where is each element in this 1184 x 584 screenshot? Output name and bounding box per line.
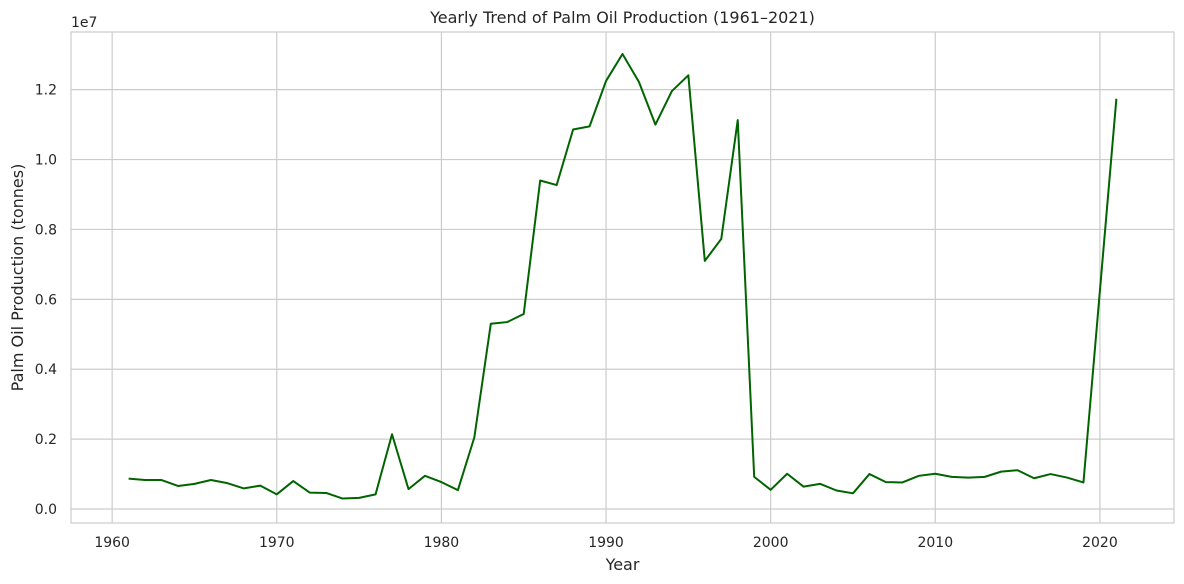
x-tick-label: 1980 xyxy=(424,535,460,551)
x-axis-label: Year xyxy=(605,555,640,574)
y-axis-ticks: 0.0 0.2 0.4 0.6 0.8 1.0 1.2 xyxy=(35,83,57,518)
y-tick-label: 0.2 xyxy=(35,432,57,448)
y-tick-label: 1.2 xyxy=(35,83,57,99)
y-axis-label: Palm Oil Production (tonnes) xyxy=(8,164,27,392)
plot-frame xyxy=(70,31,1175,524)
y-tick-label: 1.0 xyxy=(35,153,57,169)
series-layer xyxy=(128,53,1118,500)
y-tick-label: 0.8 xyxy=(35,222,57,238)
x-tick-label: 1970 xyxy=(259,535,295,551)
y-tick-label: 0.4 xyxy=(35,362,57,378)
x-tick-label: 2000 xyxy=(753,535,789,551)
series-line xyxy=(128,53,1118,500)
y-tick-label: 0.0 xyxy=(35,502,57,518)
x-tick-label: 2010 xyxy=(917,535,953,551)
y-tick-label: 0.6 xyxy=(35,292,57,308)
y-gridlines xyxy=(71,89,1174,510)
chart-title: Yearly Trend of Palm Oil Production (196… xyxy=(429,8,815,27)
x-gridlines xyxy=(111,32,1101,523)
x-axis-ticks: 1960 1970 1980 1990 2000 2010 2020 xyxy=(94,535,1117,551)
x-tick-label: 1990 xyxy=(588,535,624,551)
y-offset-label: 1e7 xyxy=(71,15,97,31)
x-tick-label: 1960 xyxy=(94,535,130,551)
x-tick-label: 2020 xyxy=(1082,535,1118,551)
